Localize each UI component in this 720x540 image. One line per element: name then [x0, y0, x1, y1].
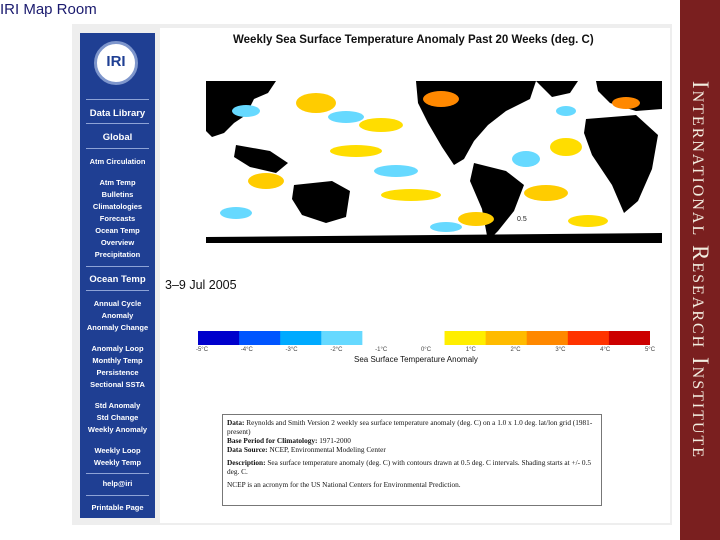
- sidebar-item-sectional-ssta[interactable]: Sectional SSTA: [90, 380, 145, 389]
- sst-anomaly-map[interactable]: 0.5: [206, 81, 662, 243]
- sidebar-item-atm-circulation[interactable]: Atm Circulation: [89, 157, 146, 166]
- sidebar-item-atm-temp[interactable]: Atm Temp: [99, 178, 136, 187]
- colorbar-swatch: [198, 331, 240, 345]
- sidebar-divider: [86, 123, 149, 124]
- ncep-line: NCEP is an acronym for the US National C…: [227, 480, 461, 489]
- colorbar-label: Sea Surface Temperature Anomaly: [354, 355, 478, 364]
- map-title: Weekly Sea Surface Temperature Anomaly P…: [233, 34, 594, 46]
- sidebar-section-data-library[interactable]: Data Library: [89, 108, 146, 119]
- printable-page-link[interactable]: Printable Page: [91, 503, 144, 512]
- description-text: Sea surface temperature anomaly (deg. C)…: [227, 458, 592, 476]
- sidebar-divider: [86, 99, 149, 100]
- colorbar-swatch: [239, 331, 281, 345]
- logo-text: IRI: [106, 53, 126, 70]
- colorbar-tick-label: 5°C: [644, 347, 656, 353]
- iri-logo[interactable]: IRI: [94, 41, 138, 85]
- colorbar-tick-label: 1°C: [465, 347, 476, 353]
- colorbar-tick-label: -4°C: [240, 347, 253, 353]
- source-label: Data Source:: [227, 445, 268, 454]
- sidebar-divider: [86, 495, 149, 496]
- colorbar-swatch: [608, 331, 650, 345]
- sidebar-item-climatologies[interactable]: Climatologies: [92, 202, 143, 211]
- sidebar-item-std-change[interactable]: Std Change: [96, 413, 139, 422]
- colorbar-swatch: [403, 331, 446, 345]
- colorbar-swatch: [526, 331, 569, 345]
- source-text: NCEP, Environmental Modeling Center: [269, 445, 386, 454]
- sidebar-item-anomaly-change[interactable]: Anomaly Change: [86, 323, 149, 332]
- colorbar-tick-label: -2°C: [330, 347, 343, 353]
- help-link[interactable]: help@iri: [102, 479, 133, 488]
- colorbar-tick-label: 3°C: [555, 347, 566, 353]
- colorbar-tick-label: -3°C: [285, 347, 298, 353]
- colorbar-tick-label: 2°C: [510, 347, 521, 353]
- colorbar-swatch: [321, 331, 363, 345]
- date-label: 3–9 Jul 2005: [165, 278, 237, 292]
- data-label: Data:: [227, 418, 245, 427]
- sidebar-section-global[interactable]: Global: [102, 132, 133, 143]
- sidebar-divider: [86, 473, 149, 474]
- banner-text: International Research Institute: [688, 80, 713, 460]
- sidebar-item-anomaly[interactable]: Anomaly: [101, 311, 134, 320]
- sidebar-item-std-anomaly[interactable]: Std Anomaly: [94, 401, 141, 410]
- sidebar-item-annual-cycle[interactable]: Annual Cycle: [93, 299, 142, 308]
- sidebar-item-weekly-anomaly[interactable]: Weekly Anomaly: [87, 425, 148, 434]
- data-text: Reynolds and Smith Version 2 weekly sea …: [227, 418, 593, 436]
- landmass-south-america: [470, 163, 524, 241]
- sidebar-item-precipitation[interactable]: Precipitation: [94, 250, 141, 259]
- landmass-greenland: [536, 81, 578, 97]
- sidebar-divider: [86, 290, 149, 291]
- description-line: Description: Sea surface temperature ano…: [227, 458, 597, 476]
- institute-banner: International Research Institute: [680, 0, 720, 540]
- sidebar-item-forecasts[interactable]: Forecasts: [99, 214, 136, 223]
- sidebar-item-monthly-temp[interactable]: Monthly Temp: [92, 356, 143, 365]
- colorbar-swatch: [362, 331, 404, 345]
- base-label: Base Period for Climatology:: [227, 436, 318, 445]
- colorbar: [198, 331, 650, 345]
- landmass-africa: [584, 115, 658, 213]
- sidebar: IRI Data Library Global Atm Circulation …: [80, 33, 155, 518]
- page-title: IRI Map Room: [0, 1, 97, 18]
- sidebar-section-ocean-temp[interactable]: Ocean Temp: [89, 274, 146, 285]
- description-box: Data: Reynolds and Smith Version 2 weekl…: [222, 414, 602, 506]
- sidebar-item-weekly-temp[interactable]: Weekly Temp: [93, 458, 142, 467]
- landmass-maritime-continent: [234, 145, 288, 173]
- sidebar-item-weekly-loop[interactable]: Weekly Loop: [94, 446, 141, 455]
- landmass-australia: [292, 181, 350, 223]
- sidebar-item-ocean-temp[interactable]: Ocean Temp: [95, 226, 140, 235]
- sidebar-item-overview[interactable]: Overview: [100, 238, 135, 247]
- sidebar-divider: [86, 148, 149, 149]
- sidebar-item-persistence[interactable]: Persistence: [96, 368, 139, 377]
- contour-label: 0.5: [517, 216, 527, 223]
- colorbar-swatch: [485, 331, 528, 345]
- sidebar-item-anomaly-loop[interactable]: Anomaly Loop: [91, 344, 144, 353]
- sidebar-item-bulletins[interactable]: Bulletins: [101, 190, 134, 199]
- colorbar-ticks: -5°C -4°C -3°C -2°C -1°C 0°C 1°C 2°C 3°C 4°C 5°C: [195, 347, 656, 357]
- colorbar-tick-label: -5°C: [195, 347, 209, 353]
- colorbar-swatch: [280, 331, 322, 345]
- colorbar-tick-label: -1°C: [375, 347, 388, 353]
- colorbar-tick-label: 0°C: [420, 347, 432, 353]
- description-label: Description:: [227, 458, 266, 467]
- base-text: 1971-2000: [319, 436, 351, 445]
- colorbar-tick-label: 4°C: [600, 347, 611, 353]
- sidebar-divider: [86, 266, 149, 267]
- data-line: Data: Reynolds and Smith Version 2 weekl…: [227, 418, 597, 454]
- colorbar-swatch: [444, 331, 487, 345]
- landmass-antarctica: [206, 233, 662, 243]
- colorbar-swatch: [567, 331, 610, 345]
